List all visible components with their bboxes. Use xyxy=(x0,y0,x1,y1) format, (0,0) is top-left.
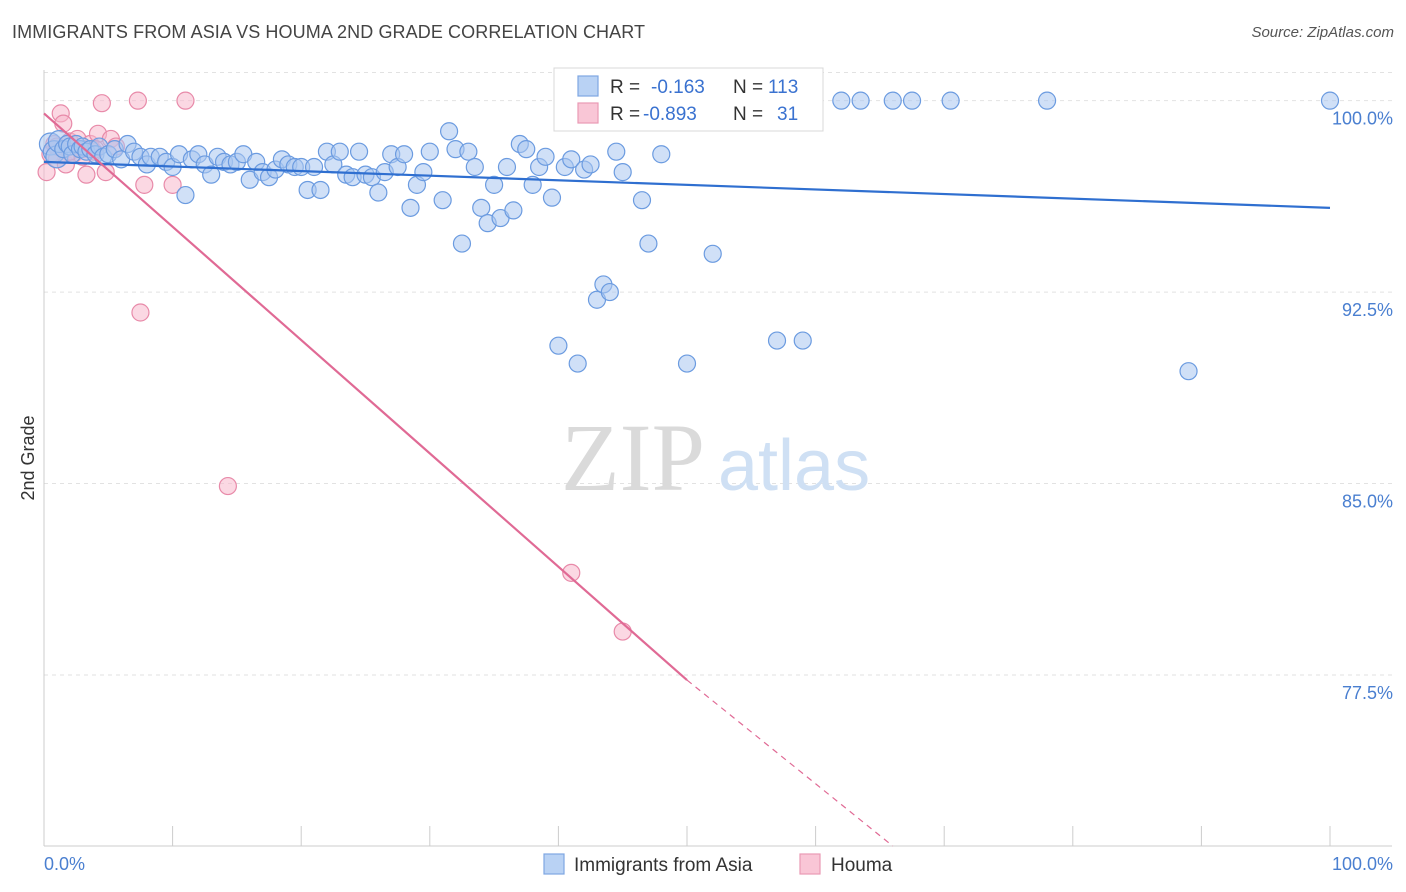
legend-n-label-blue: N = xyxy=(733,77,763,98)
y-axis-title: 2nd Grade xyxy=(18,415,38,500)
asia-point xyxy=(497,157,517,177)
asia-point xyxy=(639,234,658,253)
asia-point xyxy=(1320,91,1340,110)
legend-n-value-blue: 113 xyxy=(768,77,798,98)
asia-point xyxy=(504,201,523,220)
asia-point xyxy=(677,354,697,373)
y-tick-label: 85.0% xyxy=(1342,492,1393,512)
asia-point xyxy=(433,191,452,210)
asia-point xyxy=(767,331,787,350)
asia-point xyxy=(311,180,330,200)
houma-trend-line xyxy=(43,112,688,681)
asia-point xyxy=(176,185,195,205)
asia-point xyxy=(542,188,562,207)
asia-point xyxy=(330,142,349,161)
y-tick-label: 100.0% xyxy=(1332,109,1393,129)
houma-trend-line-extension xyxy=(686,679,894,847)
x-ticks xyxy=(172,826,1331,846)
asia-point xyxy=(562,150,581,169)
asia-point xyxy=(536,147,555,166)
houma-point xyxy=(128,91,147,110)
asia-point xyxy=(703,244,722,263)
asia-point xyxy=(652,145,671,164)
series-legend-swatch-asia xyxy=(543,853,565,875)
houma-point xyxy=(218,476,237,496)
asia-point xyxy=(369,183,388,202)
asia-point xyxy=(613,163,632,182)
y-tick-labels: 77.5% 85.0% 92.5% 100.0% xyxy=(1332,109,1393,703)
asia-point xyxy=(632,191,652,210)
asia-point xyxy=(581,155,600,174)
asia-point xyxy=(401,198,420,217)
asia-point xyxy=(517,140,536,159)
asia-point xyxy=(568,354,587,373)
asia-trend-line xyxy=(43,160,1331,209)
asia-point xyxy=(459,142,478,161)
chart-source: Source: ZipAtlas.com xyxy=(1251,24,1394,41)
houma-point xyxy=(135,175,154,194)
asia-point xyxy=(394,145,414,164)
asia-point xyxy=(883,91,902,110)
houma-point xyxy=(176,91,195,110)
houma-point xyxy=(131,303,150,322)
series-legend: Immigrants from Asia Houma xyxy=(543,853,893,876)
legend-box xyxy=(553,67,824,132)
houma-point xyxy=(163,175,182,194)
asia-point xyxy=(465,157,484,177)
y-tick-label: 92.5% xyxy=(1342,300,1393,320)
asia-point xyxy=(452,234,472,253)
asia-point xyxy=(851,91,870,110)
watermark-zip: ZIP xyxy=(561,404,705,511)
asia-point xyxy=(439,122,459,141)
chart-title: IMMIGRANTS FROM ASIA VS HOUMA 2ND GRADE … xyxy=(12,22,646,42)
asia-point xyxy=(600,282,619,302)
series-legend-label-houma: Houma xyxy=(831,855,893,876)
asia-point xyxy=(202,165,221,184)
asia-point xyxy=(304,157,324,177)
asia-point xyxy=(832,91,851,110)
series-legend-label-asia: Immigrants from Asia xyxy=(574,855,753,876)
asia-point xyxy=(523,175,542,194)
houma-point xyxy=(37,163,56,182)
legend-n-value-pink: 31 xyxy=(777,104,798,125)
legend-r-label-blue: R = xyxy=(610,77,640,98)
legend-swatch-pink xyxy=(577,102,599,124)
asia-points xyxy=(38,91,1340,381)
axes xyxy=(43,70,1392,847)
asia-point xyxy=(607,142,626,161)
asia-point xyxy=(1179,362,1198,381)
x-tick-label-max: 100.0% xyxy=(1332,854,1393,874)
houma-point xyxy=(92,94,111,113)
y-tick-label: 77.5% xyxy=(1342,683,1393,703)
asia-point xyxy=(472,198,491,217)
asia-point xyxy=(414,163,433,182)
asia-point xyxy=(793,331,812,350)
asia-point xyxy=(420,142,439,161)
asia-point xyxy=(349,142,369,161)
asia-point xyxy=(902,91,922,110)
houma-point xyxy=(562,563,581,582)
asia-point xyxy=(549,336,568,355)
watermark: ZIP atlas xyxy=(561,404,870,511)
legend-n-label-pink: N = xyxy=(733,104,763,125)
asia-point xyxy=(941,91,960,110)
legend-r-label-pink: R = xyxy=(610,104,640,125)
asia-point xyxy=(485,175,504,194)
houma-point xyxy=(77,165,96,184)
legend-r-value-pink: -0.893 xyxy=(643,104,697,125)
legend-r-value-blue: -0.163 xyxy=(651,77,705,98)
x-tick-label-min: 0.0% xyxy=(44,854,85,874)
correlation-legend: R = -0.163 N = 113 R = -0.893 N = 31 xyxy=(553,67,824,132)
legend-swatch-blue xyxy=(577,75,599,97)
houma-point xyxy=(613,622,632,641)
asia-point xyxy=(1037,91,1057,110)
watermark-atlas: atlas xyxy=(718,426,870,506)
series-legend-swatch-houma xyxy=(799,853,821,875)
